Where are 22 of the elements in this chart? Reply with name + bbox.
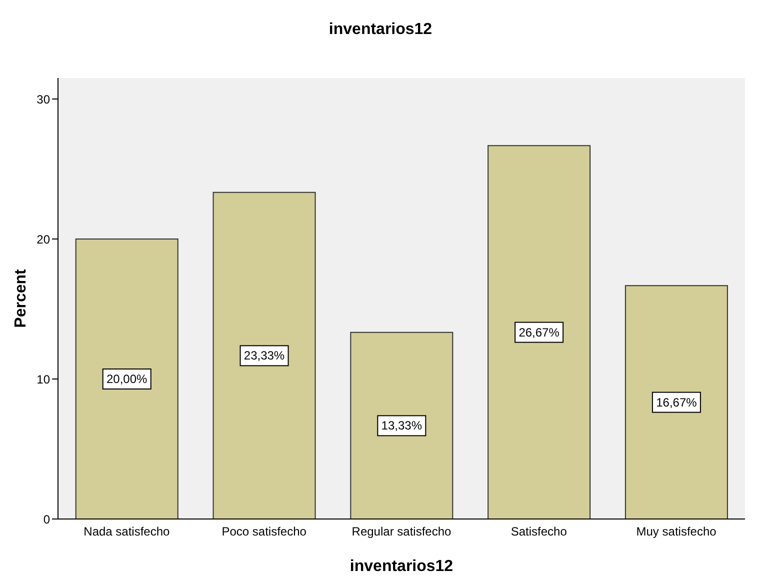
- y-tick-label: 20: [36, 232, 50, 246]
- data-label: 23,33%: [244, 348, 285, 363]
- bar: [624, 285, 728, 519]
- data-label: 26,67%: [518, 325, 560, 340]
- data-label: 20,00%: [106, 372, 148, 386]
- x-axis-title: inventarios12: [350, 558, 454, 575]
- y-tick-label: 10: [36, 372, 50, 386]
- x-tick-label: Muy satisfecho: [636, 524, 717, 539]
- bar: [488, 145, 591, 519]
- y-tick-label: 30: [36, 92, 50, 106]
- x-tick-label: Satisfecho: [510, 524, 568, 539]
- y-axis-title: Percent: [12, 268, 30, 328]
- x-tick-label: Regular satisfecho: [352, 524, 452, 539]
- bar: [212, 192, 316, 519]
- x-tick-label: Nada satisfecho: [84, 524, 170, 539]
- bar: [350, 332, 454, 519]
- data-label: 13,33%: [381, 418, 422, 433]
- y-tick-label: 0: [43, 512, 50, 526]
- bar: [75, 238, 178, 519]
- data-label: 16,67%: [656, 395, 698, 410]
- chart-title: inventarios12: [328, 20, 434, 40]
- x-tick-label: Poco satisfecho: [222, 524, 307, 539]
